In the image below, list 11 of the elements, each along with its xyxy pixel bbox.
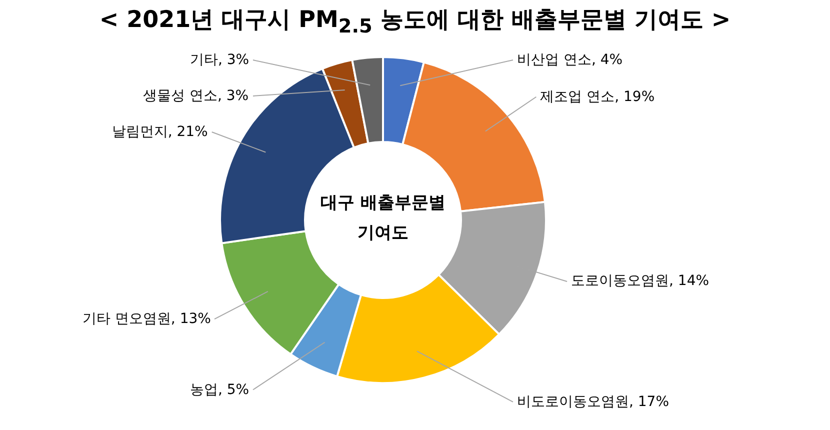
slice-label: 제조업 연소, 19% — [540, 88, 655, 106]
slice-label: 기타 면오염원, 13% — [82, 310, 211, 328]
text: 대구 배출부문별 기여도 — [320, 192, 446, 245]
slice-label: 도로이동오염원, 14% — [571, 272, 710, 290]
slice-label: 기타, 3% — [190, 51, 250, 69]
slice-label: 비산업 연소, 4% — [517, 51, 623, 69]
slice-label: 비도로이동오염원, 17% — [517, 392, 670, 411]
chart-title: < 2021년 대구시 PM$_{2.5}$ 농도에 대한 배출부문별 기여도 > — [98, 6, 732, 38]
slice-label: 날림먼지, 21% — [112, 123, 208, 141]
slice-label: 생물성 연소, 3% — [143, 87, 249, 105]
slice-label: 농업, 5% — [190, 380, 250, 399]
